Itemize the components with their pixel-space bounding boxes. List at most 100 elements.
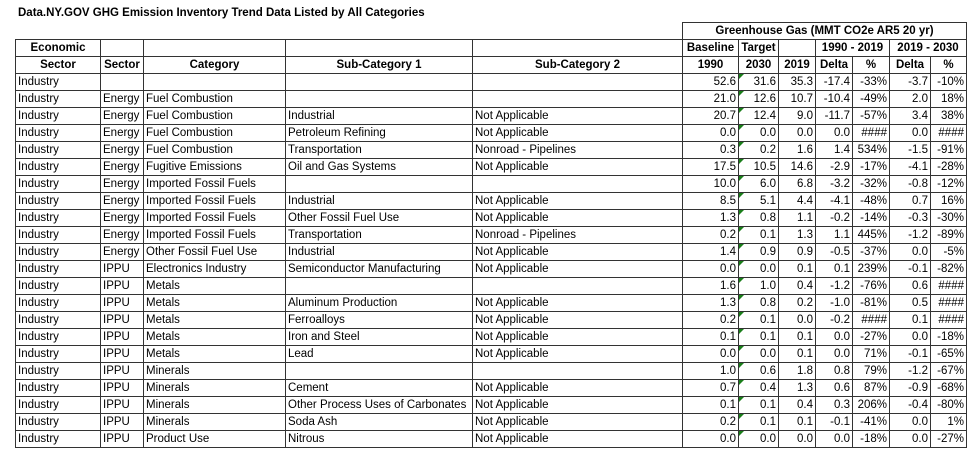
cell-pct-1990-2019[interactable]: -27% xyxy=(852,328,890,346)
cell-delta-1990-2019[interactable]: -3.2 xyxy=(815,175,853,193)
cell-pct-2019-2030[interactable]: #### xyxy=(930,311,967,329)
cell-sub-category-1[interactable]: Lead xyxy=(285,345,473,363)
cell-value-2019[interactable]: 14.6 xyxy=(778,158,816,176)
cell-economic-sector[interactable]: Industry xyxy=(15,396,101,414)
cell-sector[interactable]: IPPU xyxy=(100,328,144,346)
cell-pct-1990-2019[interactable]: 534% xyxy=(852,141,890,159)
cell-target-2030[interactable]: 0.0 xyxy=(738,124,779,142)
cell-target-2030[interactable]: 0.1 xyxy=(738,396,779,414)
cell-sub-category-1[interactable]: Industrial xyxy=(285,107,473,125)
cell-baseline-1990[interactable]: 1.3 xyxy=(682,209,739,227)
header-economic-sector[interactable]: Economic xyxy=(15,39,101,57)
cell-pct-2019-2030[interactable]: -89% xyxy=(930,226,967,244)
cell-delta-1990-2019[interactable]: 0.0 xyxy=(815,124,853,142)
cell-category[interactable]: Imported Fossil Fuels xyxy=(143,226,286,244)
cell-baseline-1990[interactable]: 0.2 xyxy=(682,413,739,431)
cell-sub-category-2[interactable]: Not Applicable xyxy=(472,345,683,363)
cell-category[interactable]: Metals xyxy=(143,328,286,346)
cell-baseline-1990[interactable]: 21.0 xyxy=(682,90,739,108)
cell-pct-1990-2019[interactable]: #### xyxy=(852,124,890,142)
cell-sub-category-2[interactable]: Not Applicable xyxy=(472,294,683,312)
cell-sub-category-1[interactable] xyxy=(285,277,473,295)
cell-economic-sector[interactable]: Industry xyxy=(15,175,101,193)
header-sub-category-1[interactable]: Sub-Category 1 xyxy=(285,56,473,74)
cell-target-2030[interactable]: 6.0 xyxy=(738,175,779,193)
header-sector[interactable]: Sector xyxy=(100,56,144,74)
cell-sub-category-1[interactable] xyxy=(285,90,473,108)
cell-delta-2019-2030[interactable]: -3.7 xyxy=(889,73,931,91)
cell-sub-category-1[interactable] xyxy=(285,175,473,193)
cell-sector[interactable]: IPPU xyxy=(100,379,144,397)
cell-delta-1990-2019[interactable]: 0.8 xyxy=(815,362,853,380)
cell-value-2019[interactable]: 9.0 xyxy=(778,107,816,125)
cell-economic-sector[interactable]: Industry xyxy=(15,260,101,278)
cell-category[interactable]: Metals xyxy=(143,311,286,329)
cell-category[interactable]: Metals xyxy=(143,277,286,295)
cell-economic-sector[interactable]: Industry xyxy=(15,158,101,176)
cell-delta-2019-2030[interactable]: 0.5 xyxy=(889,294,931,312)
cell-baseline-1990[interactable]: 0.1 xyxy=(682,328,739,346)
cell-pct-1990-2019[interactable]: -57% xyxy=(852,107,890,125)
header-category[interactable]: Category xyxy=(143,56,286,74)
cell-target-2030[interactable]: 0.8 xyxy=(738,294,779,312)
cell-delta-1990-2019[interactable]: 0.1 xyxy=(815,260,853,278)
cell-sub-category-1[interactable]: Ferroalloys xyxy=(285,311,473,329)
cell-category[interactable]: Minerals xyxy=(143,362,286,380)
cell-target-2030[interactable]: 0.1 xyxy=(738,413,779,431)
cell-sub-category-1[interactable]: Oil and Gas Systems xyxy=(285,158,473,176)
cell-target-2030[interactable]: 10.5 xyxy=(738,158,779,176)
cell-pct-1990-2019[interactable]: -32% xyxy=(852,175,890,193)
cell-sector[interactable]: IPPU xyxy=(100,413,144,431)
cell-sub-category-2[interactable]: Not Applicable xyxy=(472,430,683,448)
cell-delta-2019-2030[interactable]: 0.0 xyxy=(889,124,931,142)
cell-sub-category-2[interactable] xyxy=(472,90,683,108)
cell-category[interactable]: Electronics Industry xyxy=(143,260,286,278)
cell-category[interactable]: Imported Fossil Fuels xyxy=(143,192,286,210)
cell-value-2019[interactable]: 1.1 xyxy=(778,209,816,227)
cell-target-2030[interactable]: 0.4 xyxy=(738,379,779,397)
cell-pct-2019-2030[interactable]: -27% xyxy=(930,430,967,448)
header-pct-1[interactable]: % xyxy=(852,56,890,74)
cell-pct-1990-2019[interactable]: -33% xyxy=(852,73,890,91)
cell-pct-2019-2030[interactable]: 1% xyxy=(930,413,967,431)
cell-economic-sector[interactable]: Industry xyxy=(15,243,101,261)
cell-baseline-1990[interactable]: 0.0 xyxy=(682,430,739,448)
cell-category[interactable]: Metals xyxy=(143,345,286,363)
cell-category[interactable]: Fuel Combustion xyxy=(143,141,286,159)
cell-delta-2019-2030[interactable]: -1.2 xyxy=(889,226,931,244)
cell-pct-1990-2019[interactable]: 79% xyxy=(852,362,890,380)
cell-sector[interactable]: IPPU xyxy=(100,430,144,448)
cell-sub-category-1[interactable]: Industrial xyxy=(285,243,473,261)
cell-pct-2019-2030[interactable]: -5% xyxy=(930,243,967,261)
cell-pct-1990-2019[interactable]: -48% xyxy=(852,192,890,210)
cell-sector[interactable]: Energy xyxy=(100,243,144,261)
header-target[interactable]: Target xyxy=(738,39,779,57)
cell-value-2019[interactable]: 1.6 xyxy=(778,141,816,159)
cell-economic-sector[interactable]: Industry xyxy=(15,294,101,312)
cell-economic-sector[interactable]: Industry xyxy=(15,362,101,380)
cell-category[interactable]: Product Use xyxy=(143,430,286,448)
cell-value-2019[interactable]: 0.4 xyxy=(778,396,816,414)
header-delta-2[interactable]: Delta xyxy=(889,56,931,74)
cell-category[interactable]: Other Fossil Fuel Use xyxy=(143,243,286,261)
cell-value-2019[interactable]: 4.4 xyxy=(778,192,816,210)
header-target-year[interactable]: 2030 xyxy=(738,56,779,74)
cell-delta-1990-2019[interactable]: -1.2 xyxy=(815,277,853,295)
cell-sub-category-2[interactable]: Not Applicable xyxy=(472,379,683,397)
cell-sector[interactable]: Energy xyxy=(100,124,144,142)
cell-delta-1990-2019[interactable]: 0.0 xyxy=(815,430,853,448)
cell-pct-2019-2030[interactable]: -28% xyxy=(930,158,967,176)
cell-delta-2019-2030[interactable]: 0.0 xyxy=(889,328,931,346)
cell-sub-category-2[interactable] xyxy=(472,175,683,193)
cell-baseline-1990[interactable]: 1.3 xyxy=(682,294,739,312)
cell-economic-sector[interactable]: Industry xyxy=(15,209,101,227)
cell-pct-2019-2030[interactable]: -82% xyxy=(930,260,967,278)
cell-sub-category-2[interactable]: Not Applicable xyxy=(472,328,683,346)
cell-value-2019[interactable]: 0.1 xyxy=(778,345,816,363)
cell-value-2019[interactable]: 0.0 xyxy=(778,430,816,448)
cell-sector[interactable] xyxy=(100,73,144,91)
cell-delta-2019-2030[interactable]: -0.4 xyxy=(889,396,931,414)
cell-pct-2019-2030[interactable]: -80% xyxy=(930,396,967,414)
cell-economic-sector[interactable]: Industry xyxy=(15,192,101,210)
cell-baseline-1990[interactable]: 0.2 xyxy=(682,226,739,244)
